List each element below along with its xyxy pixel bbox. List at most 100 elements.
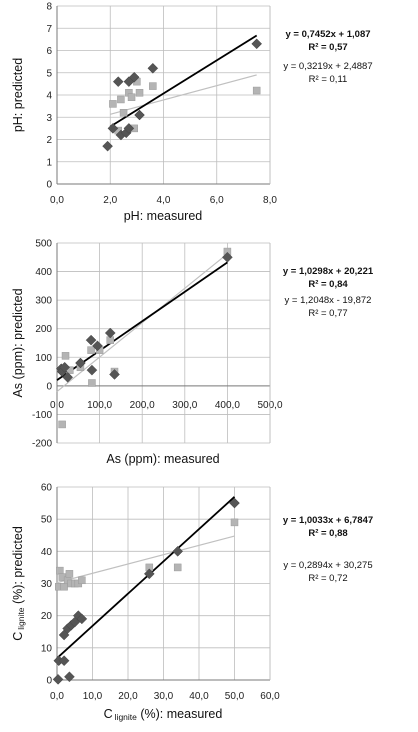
- data-point-diamond: [143, 568, 155, 580]
- trendline-light: [56, 535, 235, 584]
- trendline-equation: y = 0,7452x + 1,087: [285, 29, 370, 40]
- data-point-square: [56, 566, 64, 575]
- y-tick-label: 8: [46, 2, 52, 13]
- y-tick-label: -100: [32, 410, 52, 421]
- data-point-square: [252, 86, 261, 95]
- data-point-diamond: [222, 251, 233, 263]
- y-axis-label-rest: (%): predicted: [11, 526, 25, 607]
- data-point-diamond: [76, 613, 88, 625]
- data-point-square: [78, 576, 86, 585]
- r-squared: R² = 0,88: [308, 528, 347, 539]
- data-point-diamond: [112, 76, 124, 88]
- data-point-diamond: [147, 62, 159, 74]
- data-point-diamond: [92, 340, 103, 352]
- y-tick-label: 400: [35, 267, 52, 278]
- trendline-equation: y = 1,2048x - 19,872: [285, 295, 372, 306]
- x-tick-label: 60,0: [260, 691, 280, 702]
- y-tick-label: 60: [41, 483, 53, 494]
- chart-1: 0 1 2 3 4 5 6 7 8 0,0 2,0 4,0 6,0 8,0 y = 0,7452x + 1,…: [11, 2, 373, 224]
- x-tick-label: 20,0: [118, 691, 138, 702]
- trendline-equation: y = 0,3219x + 2,4887: [283, 61, 372, 72]
- trendline-dark: [56, 496, 236, 659]
- y-tick-label: 7: [46, 24, 52, 35]
- x-axis-label-sub: lignite: [115, 712, 137, 722]
- r-squared: R² = 0,57: [308, 42, 347, 53]
- data-point-square: [109, 100, 117, 108]
- y-axis-label-main: C: [11, 632, 25, 641]
- r-squared: R² = 0,84: [308, 279, 348, 290]
- x-tick-label: 2,0: [103, 195, 117, 206]
- data-point-diamond: [59, 361, 71, 373]
- y-tick-label: 100: [35, 353, 52, 364]
- data-point-square: [149, 82, 157, 90]
- y-axis-label: As (ppm): predicted: [11, 288, 25, 397]
- x-tick-label: 10,0: [83, 691, 103, 702]
- data-point-square: [87, 346, 95, 354]
- y-tick-label: 0: [46, 381, 52, 392]
- data-point-diamond: [229, 497, 240, 509]
- data-point-diamond: [62, 371, 74, 383]
- chart-3: 0 10 20 30 40 50 60 0,0 10,0 20,0 30,0 40,0 50,0 60,0…: [11, 483, 373, 723]
- data-point-diamond: [128, 71, 140, 83]
- x-tick-label: 6,0: [210, 195, 224, 206]
- x-tick-label: 100,0: [87, 400, 112, 411]
- y-tick-label: -200: [32, 439, 52, 450]
- y-tick-label: 300: [35, 296, 52, 307]
- data-point-square: [88, 379, 96, 387]
- x-axis-label-main: C: [104, 707, 113, 721]
- x-tick-label: 0,0: [50, 195, 64, 206]
- data-point-diamond: [172, 545, 184, 557]
- data-point-diamond: [134, 109, 145, 121]
- trendline-light: [56, 253, 228, 393]
- trendline-equation: y = 0,2894x + 30,275: [283, 560, 372, 571]
- x-tick-label: 4,0: [157, 195, 171, 206]
- y-tick-label: 4: [46, 91, 52, 102]
- data-point-square: [58, 420, 66, 429]
- x-tick-label: 30,0: [154, 691, 174, 702]
- data-point-square: [230, 518, 239, 527]
- data-point-diamond: [109, 369, 120, 380]
- y-tick-label: 30: [41, 579, 53, 590]
- y-tick-label: 200: [35, 324, 52, 335]
- data-point-diamond: [75, 357, 86, 369]
- data-point-diamond: [64, 671, 75, 683]
- x-tick-label: 40,0: [189, 691, 209, 702]
- data-point-diamond: [123, 123, 135, 134]
- y-tick-label: 2: [46, 135, 52, 146]
- y-axis-label-sub: lignite: [16, 607, 26, 629]
- data-point-diamond: [102, 140, 113, 152]
- x-axis-label: pH: measured: [124, 209, 203, 223]
- y-tick-label: 3: [46, 113, 52, 124]
- y-tick-label: 40: [41, 547, 53, 558]
- data-point-square: [65, 570, 74, 578]
- y-tick-label: 0: [46, 180, 52, 191]
- r-squared: R² = 0,77: [308, 308, 347, 319]
- data-point-square: [60, 582, 68, 591]
- x-tick-label: 50,0: [225, 691, 245, 702]
- data-point-square: [61, 352, 70, 360]
- y-tick-label: 20: [41, 611, 53, 622]
- data-point-diamond: [86, 364, 98, 376]
- data-point-diamond: [58, 655, 70, 667]
- data-point-diamond: [107, 123, 119, 134]
- x-axis-label-rest: (%): measured: [137, 707, 222, 721]
- y-axis-label: Clignite (%): predicted: [11, 526, 26, 641]
- r-squared: R² = 0,11: [309, 74, 348, 85]
- data-point-diamond: [104, 327, 116, 339]
- data-point-diamond: [85, 334, 97, 346]
- y-tick-label: 1: [46, 157, 52, 168]
- y-tick-label: 10: [41, 643, 53, 654]
- data-point-diamond: [52, 674, 64, 685]
- x-tick-label: 300,0: [172, 400, 197, 411]
- data-point-diamond: [251, 38, 263, 50]
- data-point-square: [117, 95, 125, 104]
- data-point-square: [127, 93, 136, 101]
- x-tick-label: 8,0: [263, 195, 277, 206]
- y-tick-label: 6: [46, 46, 52, 57]
- y-axis-label: pH: predicted: [11, 58, 25, 132]
- y-tick-label: 5: [46, 68, 52, 79]
- x-tick-label: 200,0: [130, 400, 155, 411]
